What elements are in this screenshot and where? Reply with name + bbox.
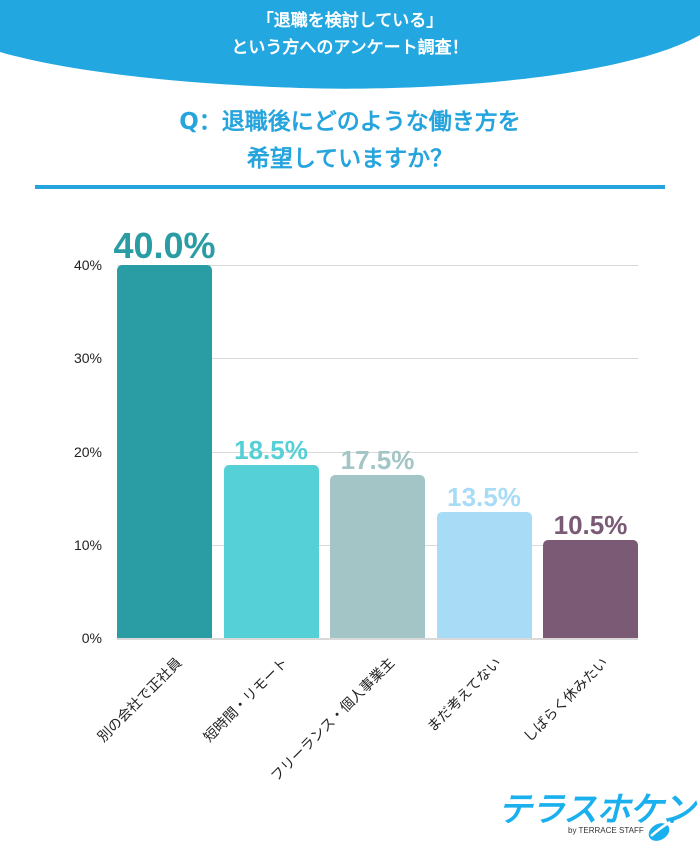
logo-byline: by TERRACE STAFF <box>568 826 644 835</box>
gridline-20 <box>117 452 638 453</box>
x-category-label-4: しばらく休みたい <box>520 655 611 746</box>
y-tick-0: 0% <box>81 630 102 646</box>
bar-0 <box>117 265 212 638</box>
bar-4 <box>543 540 638 638</box>
y-tick-20: 20% <box>73 444 102 460</box>
x-category-label-0: 別の会社で正社員 <box>94 655 185 746</box>
bar-value-label-2: 17.5% <box>340 444 415 475</box>
x-category-label-1: 短時間・リモート <box>200 655 292 746</box>
y-tick-10: 10% <box>73 537 102 553</box>
gridline-30 <box>117 358 638 359</box>
bar-1 <box>223 465 319 638</box>
bar-value-label-1: 18.5% <box>234 435 308 466</box>
bar-value-label-4: 10.5% <box>553 510 628 541</box>
title-divider <box>35 185 665 189</box>
question-title: Q：退職後にどのような働き方を 希望していますか？ <box>0 104 700 178</box>
bar-2 <box>330 474 425 638</box>
logo-swirl-icon <box>648 819 674 841</box>
bar-value-label-0: 40.0% <box>113 225 216 266</box>
banner-line-2: という方へのアンケート調査！ <box>231 38 469 58</box>
banner-line-1: 「退職を検討している」 <box>256 11 444 31</box>
bar-value-label-3: 13.5% <box>447 482 521 513</box>
survey-banner-title: 「退職を検討している」 という方へのアンケート調査！ <box>0 8 700 62</box>
gridline-40 <box>117 265 638 266</box>
y-tick-40: 40% <box>73 257 102 273</box>
question-line-2: 希望していますか？ <box>246 146 454 172</box>
terrace-hoken-logo: テラスホケン by TERRACE STAFF <box>498 782 695 842</box>
bar-3 <box>436 512 532 638</box>
x-axis-baseline <box>117 638 638 640</box>
question-line-1: Q：退職後にどのような働き方を <box>179 109 521 135</box>
y-tick-30: 30% <box>73 350 102 366</box>
x-category-label-3: まだ考えてない <box>424 655 505 736</box>
header-banner <box>0 0 700 89</box>
